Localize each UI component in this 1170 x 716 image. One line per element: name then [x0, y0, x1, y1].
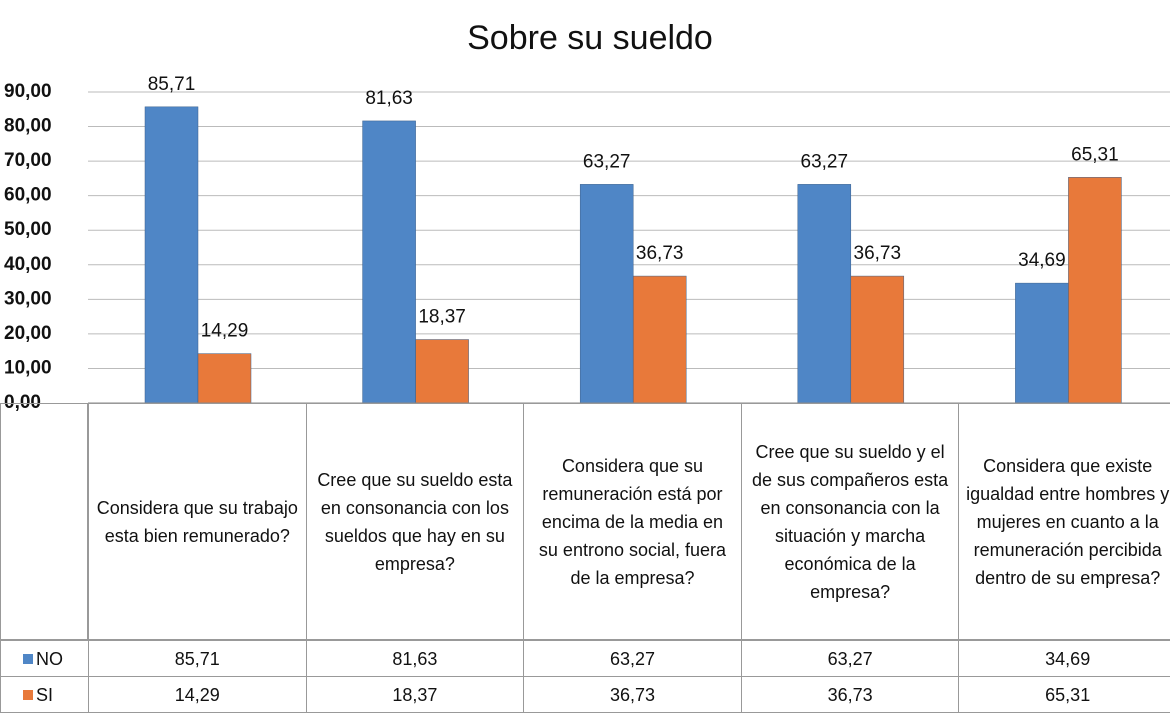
y-tick-label: 70,00 [4, 150, 52, 171]
category-label: Cree que su sueldo y el de sus compañero… [740, 403, 960, 640]
table-corner [0, 403, 88, 640]
category-label: Considera que su trabajo esta bien remun… [88, 403, 307, 640]
bar [144, 106, 199, 404]
y-tick-label: 50,00 [4, 219, 52, 240]
value-label: 18,37 [418, 307, 466, 328]
table-value: 34,69 [958, 640, 1170, 677]
category-label-text: Considera que su remuneración está por e… [538, 455, 727, 588]
value-label: 14,29 [201, 321, 249, 342]
table-value-text: 36,73 [609, 684, 655, 705]
category-label-text: Cree que su sueldo y el de sus compañero… [752, 441, 949, 602]
value-label: 65,31 [1071, 144, 1119, 165]
category-label-text: Considera que existe igualdad entre homb… [966, 455, 1170, 588]
table-value: 18,37 [305, 676, 525, 713]
y-tick-label: 40,00 [4, 254, 52, 275]
value-label: 63,27 [583, 151, 631, 172]
legend-entry: SI [0, 676, 89, 713]
table-value-text: 65,31 [1045, 684, 1091, 705]
bar [362, 120, 416, 404]
value-label: 34,69 [1018, 250, 1066, 271]
category-label: Cree que su sueldo esta en consonancia c… [305, 403, 525, 640]
y-tick-label: 90,00 [4, 81, 52, 102]
bar [1068, 177, 1122, 404]
value-label: 63,27 [801, 151, 849, 172]
bar [850, 275, 905, 404]
value-label: 36,73 [636, 243, 684, 264]
table-value-text: 34,69 [1045, 648, 1091, 669]
table-value-text: 36,73 [827, 684, 873, 705]
table-value: 85,71 [88, 640, 307, 677]
category-label-text: Cree que su sueldo esta en consonancia c… [317, 469, 513, 574]
table-value-text: 14,29 [174, 684, 220, 705]
category-label-text: Considera que su trabajo esta bien remun… [96, 497, 298, 546]
category-label: Considera que su remuneración está por e… [523, 403, 742, 640]
legend-entry-text: SI [36, 684, 54, 705]
y-tick-label: 60,00 [4, 185, 52, 206]
y-tick-label: 20,00 [4, 323, 52, 344]
bar [632, 275, 687, 404]
bar [197, 353, 252, 404]
bar [579, 184, 634, 404]
table-value-text: 63,27 [827, 648, 873, 669]
table-value-text: 18,37 [392, 684, 438, 705]
table-value-text: 63,27 [609, 648, 655, 669]
category-label: Considera que existe igualdad entre homb… [958, 403, 1170, 640]
table-value-text: 85,71 [174, 648, 220, 669]
table-value: 63,27 [523, 640, 742, 677]
value-label: 81,63 [365, 88, 413, 109]
legend-key [23, 689, 33, 700]
bar [797, 184, 852, 404]
table-value: 63,27 [740, 640, 960, 677]
table-value: 36,73 [523, 676, 742, 713]
table-value: 65,31 [958, 676, 1170, 713]
bar [1015, 282, 1069, 404]
table-value-text: 81,63 [392, 648, 438, 669]
table-value: 36,73 [740, 676, 960, 713]
value-label: 36,73 [854, 243, 902, 264]
legend-entry: NO [0, 640, 89, 677]
chart-title: Sobre su sueldo [467, 19, 713, 57]
table-value: 81,63 [305, 640, 525, 677]
y-tick-label: 0,00 [4, 392, 41, 413]
bar [415, 339, 469, 404]
y-tick-label: 30,00 [4, 288, 52, 309]
table-value: 14,29 [88, 676, 307, 713]
y-tick-label: 10,00 [4, 357, 52, 378]
value-label: 85,71 [148, 74, 196, 95]
legend-entry-text: NO [36, 648, 63, 669]
y-tick-label: 80,00 [4, 116, 52, 137]
legend-key [23, 653, 33, 664]
